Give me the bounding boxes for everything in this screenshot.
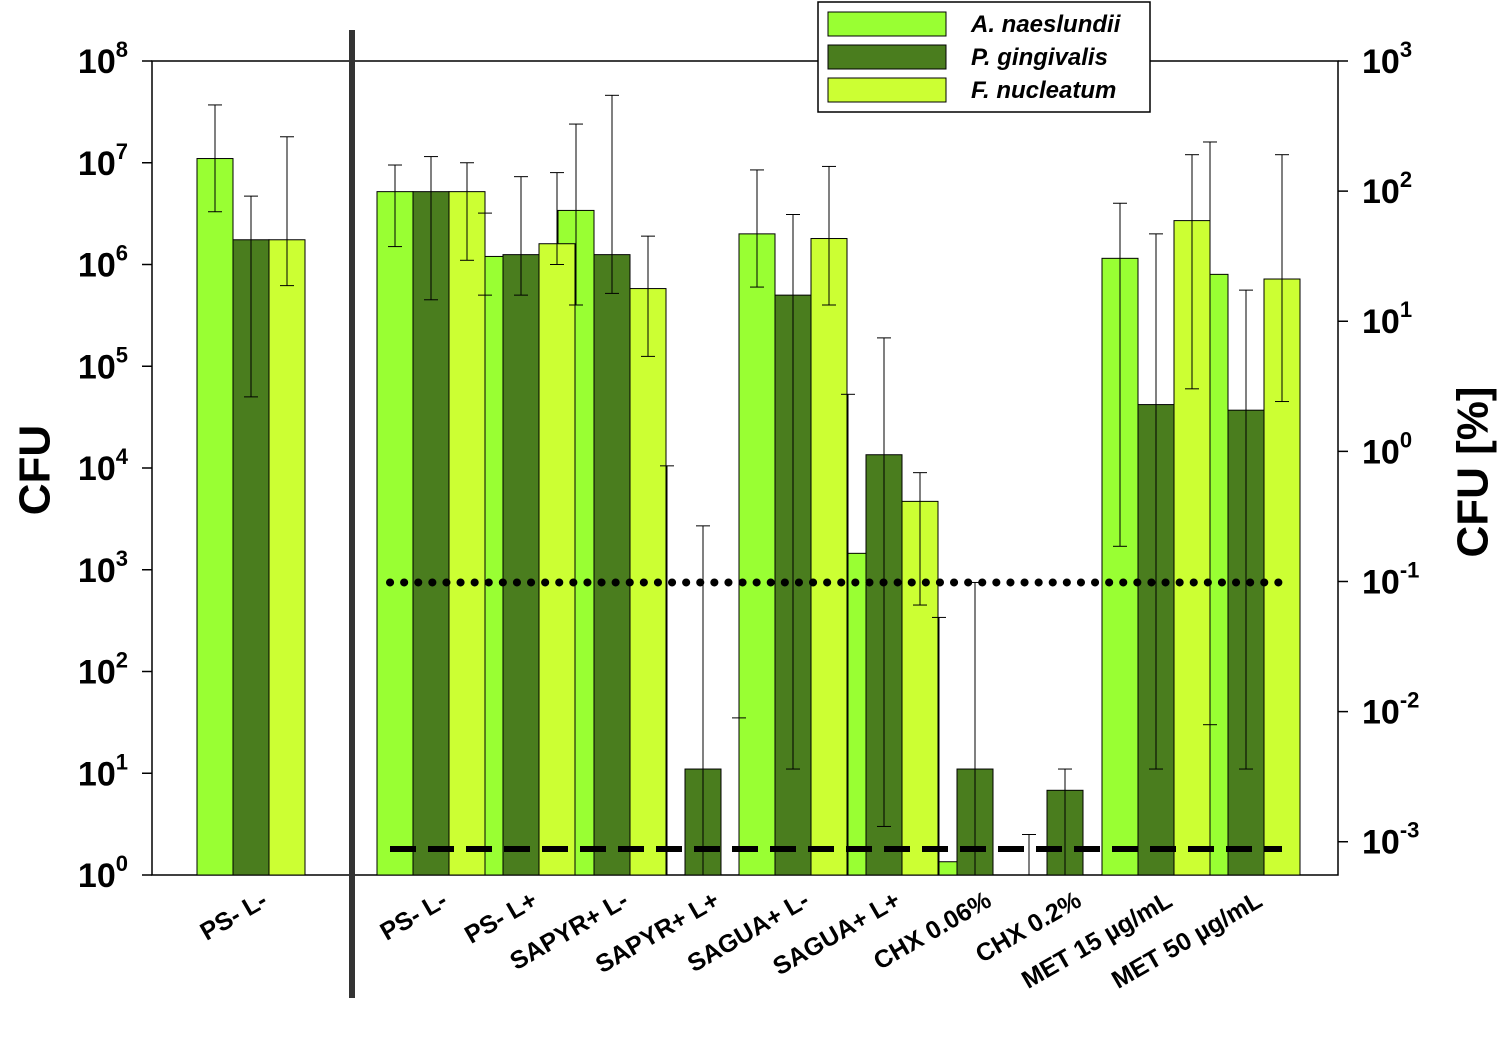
y2-tick-label-4: 101 (1362, 297, 1412, 341)
y-axis-title: CFU (11, 425, 60, 515)
legend-swatch-1 (827, 44, 947, 70)
y-tick-label-1: 101 (78, 749, 128, 793)
y2-tick-label-3: 100 (1362, 427, 1412, 471)
category-label-9: MET 15 µg/mL (1017, 886, 1177, 995)
y2-tick-label-1: 10-2 (1362, 688, 1419, 732)
y-tick-label-4: 104 (78, 444, 129, 488)
y-tick-label-3: 103 (78, 546, 128, 590)
category-label-10: MET 50 µg/mL (1107, 886, 1267, 995)
y2-tick-label-6: 103 (1362, 37, 1412, 81)
y2-tick-label-2: 10-1 (1362, 557, 1419, 601)
y-tick-label-6: 106 (78, 241, 128, 285)
y-tick-label-7: 107 (78, 139, 128, 183)
bar-1-3 (593, 254, 631, 876)
y-tick-label-8: 108 (78, 37, 128, 81)
y-tick-label-2: 102 (78, 648, 128, 692)
legend-label-2: F. nucleatum (971, 77, 1116, 104)
bar-2-0 (268, 239, 306, 876)
bar-2-5 (810, 238, 848, 876)
category-label-0: PS- L- (195, 886, 272, 946)
legend: A. naeslundii P. gingivalis F. nucleatum (817, 1, 1151, 113)
y-tick-label-5: 105 (78, 342, 128, 386)
legend-swatch-0 (827, 11, 947, 37)
bar-2-2 (538, 243, 576, 876)
error-bars-layer (208, 94, 1289, 875)
legend-label-1: P. gingivalis (971, 44, 1108, 71)
bar-0-1 (376, 191, 414, 876)
y2-tick-label-5: 102 (1362, 167, 1412, 211)
category-label-1: PS- L- (375, 886, 452, 946)
bar-0-5 (738, 233, 776, 876)
y2-tick-label-0: 10-3 (1362, 818, 1419, 862)
bars-layer (196, 158, 1301, 876)
bar-2-1 (448, 191, 486, 876)
bar-0-0 (196, 158, 234, 876)
legend-label-0: A. naeslundii (970, 11, 1122, 38)
y-tick-label-0: 100 (78, 851, 128, 895)
reference-lines-layer (386, 578, 1286, 853)
y2-axis-title: CFU [%] (1449, 386, 1498, 557)
legend-swatch-2 (827, 77, 947, 103)
bar-1-2 (502, 254, 540, 876)
